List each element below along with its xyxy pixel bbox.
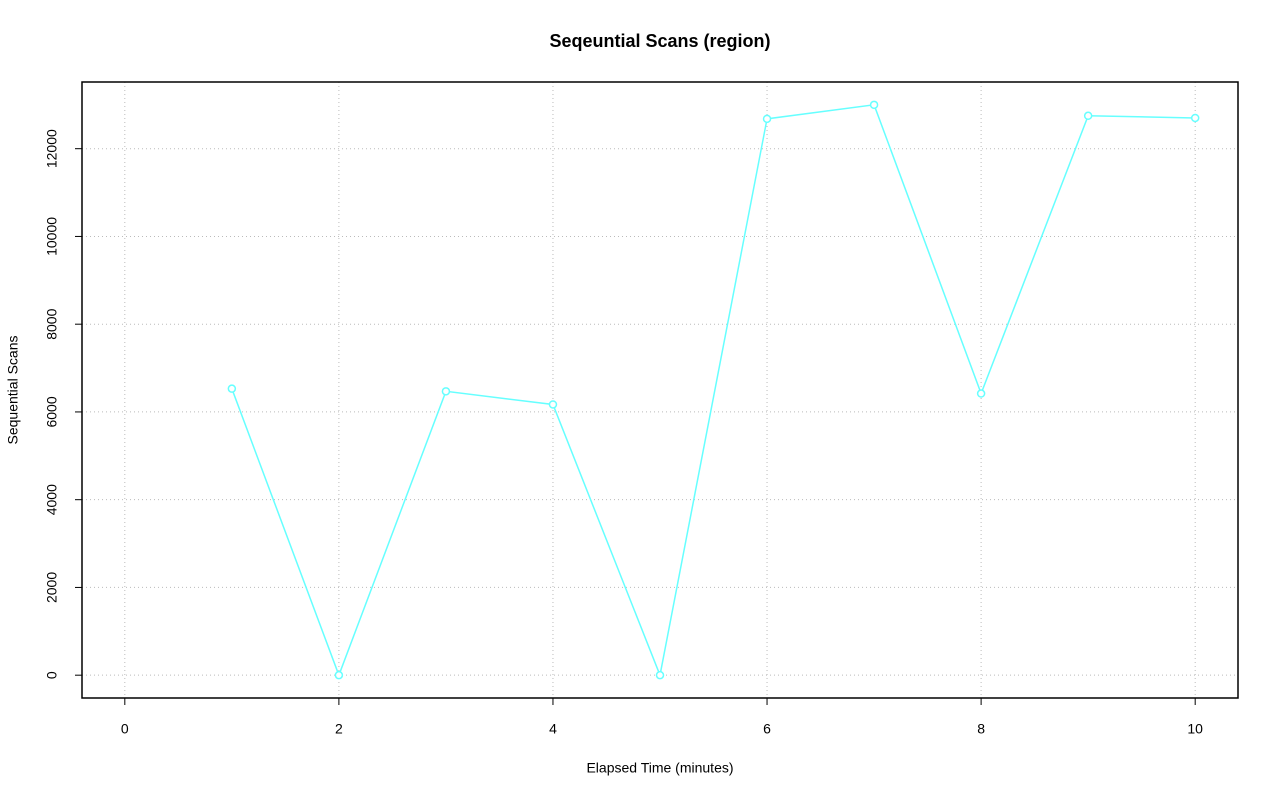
data-point xyxy=(762,114,772,124)
x-tick-label: 6 xyxy=(763,721,771,737)
data-point xyxy=(334,670,344,680)
data-point xyxy=(548,400,558,409)
chart-title: Seqeuntial Scans (region) xyxy=(549,31,770,51)
data-line xyxy=(231,103,1196,678)
data-point xyxy=(227,384,237,393)
y-tick-label: 10000 xyxy=(44,217,60,256)
x-tick-label: 4 xyxy=(549,721,557,737)
x-tick-label: 0 xyxy=(121,721,129,737)
y-tick-label: 0 xyxy=(44,671,60,679)
data-point xyxy=(976,389,986,398)
data-point xyxy=(1190,113,1200,123)
data-point xyxy=(1083,111,1093,121)
y-tick-label: 4000 xyxy=(44,484,60,515)
y-tick-label: 6000 xyxy=(44,396,60,427)
x-axis-label: Elapsed Time (minutes) xyxy=(586,760,733,776)
data-point xyxy=(441,387,451,396)
data-point xyxy=(869,100,879,110)
y-tick-label: 8000 xyxy=(44,308,60,339)
plot-frame xyxy=(81,81,1239,699)
x-tick-label: 2 xyxy=(335,721,343,737)
data-point xyxy=(655,670,665,680)
y-tick-label: 2000 xyxy=(44,572,60,603)
y-axis-label: Sequential Scans xyxy=(5,336,21,445)
y-tick-label: 12000 xyxy=(44,129,60,168)
x-tick-label: 10 xyxy=(1187,721,1203,737)
x-tick-label: 8 xyxy=(977,721,985,737)
